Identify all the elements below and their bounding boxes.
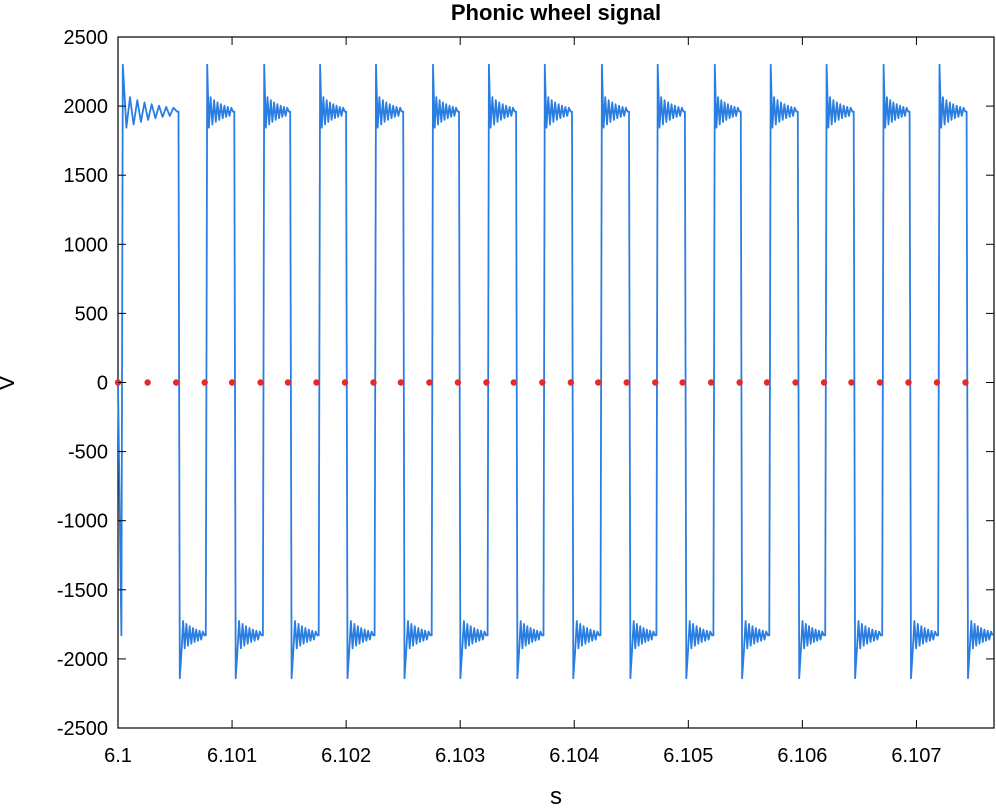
zero-crossing-point [228,379,236,386]
y-tick-label: -500 [68,442,108,464]
zero-crossing-series [114,379,969,386]
x-tick-label: 6.103 [435,745,485,767]
zero-crossing-point [707,379,715,386]
y-tick-label: 0 [97,373,108,395]
zero-crossing-point [876,379,884,386]
zero-crossing-point [848,379,855,386]
y-tick-label: -1500 [57,580,108,602]
y-tick-label: -2000 [57,649,108,671]
zero-crossing-point [567,379,575,386]
zero-crossing-point [933,379,941,386]
y-tick-label: 500 [75,303,108,325]
y-tick-label: 1500 [64,165,109,187]
zero-crossing-point [736,379,743,386]
x-tick-label: 6.104 [549,745,599,767]
zero-crossing-point [397,379,405,386]
zero-crossing-point [483,379,490,386]
x-tick-label: 6.1 [104,745,132,767]
zero-crossing-point [426,379,433,386]
zero-crossing-point [510,379,517,386]
y-tick-label: -1000 [57,511,108,533]
y-tick-label: 1000 [64,234,109,256]
zero-crossing-point [172,379,180,386]
zero-crossing-point [454,379,462,386]
signal-line [117,63,994,680]
y-axis: -2500 -2000 -1500 -1000 -500 0 500 1000 1500 2000… [57,27,994,740]
x-tick-label: 6.102 [321,745,371,767]
zero-crossing-point [257,379,264,386]
zero-crossing-point [595,379,602,386]
zero-crossing-point [370,379,377,386]
zero-crossing-point [144,379,151,386]
zero-crossing-point [962,379,969,386]
y-tick-label: -2500 [57,718,108,740]
zero-crossing-point [820,379,828,386]
zero-crossing-point [623,379,630,386]
zero-crossing-point [905,379,912,386]
zero-crossing-point [341,379,349,386]
x-tick-label: 6.106 [777,745,827,767]
zero-crossing-point [313,379,320,386]
x-tick-label: 6.107 [891,745,941,767]
chart-title: Phonic wheel signal [451,0,661,25]
x-axis: 6.1 6.101 6.102 6.103 6.104 6.105 6.106 6.107 [104,37,941,767]
zero-crossing-point [679,379,686,386]
zero-crossing-point [652,379,659,386]
zero-crossing-point [539,379,546,386]
x-tick-label: 6.105 [663,745,713,767]
zero-crossing-point [284,379,292,386]
zero-crossing-point [792,379,799,386]
zero-crossing-point [201,379,208,386]
signal-series [117,63,994,680]
x-tick-label: 6.101 [207,745,257,767]
x-axis-label: s [550,783,562,808]
y-tick-label: 2000 [64,96,109,118]
y-tick-label: 2500 [64,27,109,49]
y-axis-label: V [0,375,20,391]
zero-crossing-point [763,379,771,386]
